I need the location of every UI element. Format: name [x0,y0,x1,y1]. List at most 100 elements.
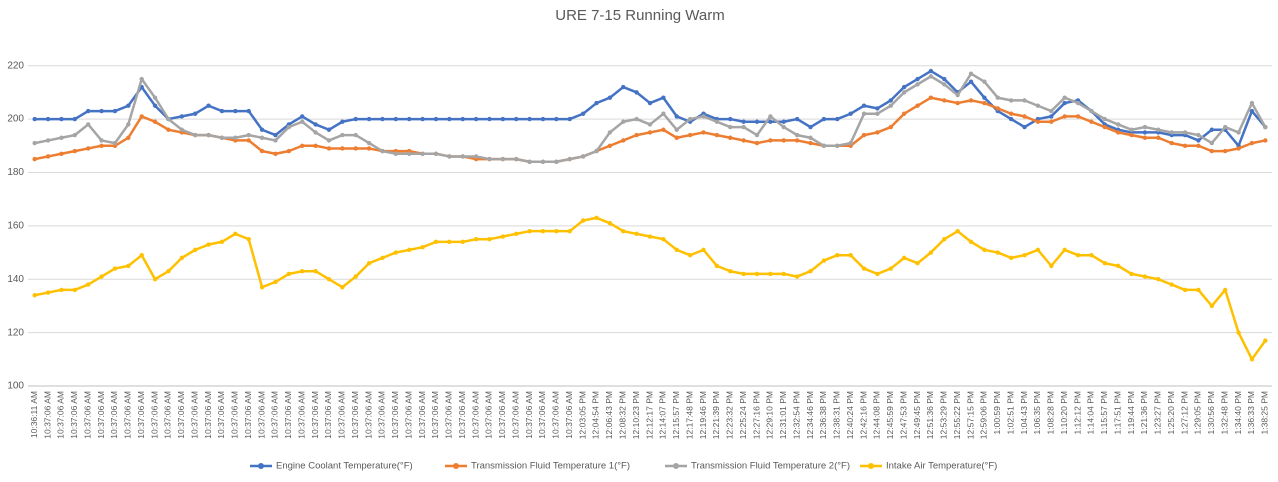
x-tick-label: 12:06:43 PM [604,391,614,439]
point-marker [99,143,104,148]
x-tick-label: 10:37:06 AM [270,391,280,439]
point-marker [594,100,599,106]
y-tick-label: 100 [7,381,24,392]
x-tick-label: 1:25:20 PM [1166,391,1176,434]
point-marker [59,135,64,140]
point-marker [674,247,679,253]
point-marker [166,269,171,274]
point-marker [514,231,519,237]
point-marker [875,106,880,111]
point-marker [714,132,720,138]
point-marker [1196,287,1201,293]
point-marker [1049,114,1054,119]
point-marker [126,263,131,269]
point-marker [193,247,198,253]
x-tick-label: 10:37:06 AM [350,391,360,439]
point-marker [85,108,91,114]
point-marker [942,236,947,242]
legend-item: Transmission Fluid Temperature 2(°F) [665,461,850,472]
point-marker [1075,253,1081,258]
point-marker [661,111,666,116]
point-marker [888,103,893,108]
point-marker [554,159,559,164]
point-marker [166,127,171,132]
point-marker [326,127,332,132]
point-marker [433,151,439,156]
point-marker [1075,100,1081,106]
x-tick-label: 1:23:27 PM [1153,391,1163,434]
point-marker [1089,253,1094,258]
point-marker [674,135,679,140]
legend-label: Transmission Fluid Temperature 2(°F) [691,461,850,472]
point-marker [1169,282,1174,287]
point-marker [634,90,639,95]
point-marker [1236,330,1241,335]
x-tick-label: 1:06:35 PM [1032,391,1042,434]
x-tick-label: 12:53:29 PM [939,391,949,439]
x-tick-label: 12:04:54 PM [591,391,601,439]
point-marker [955,228,960,234]
point-marker [1129,271,1134,277]
point-marker [193,111,198,116]
point-marker [473,116,479,122]
x-tick-label: 10:37:06 AM [337,391,347,439]
x-tick-label: 1:27:12 PM [1179,391,1189,434]
point-marker [554,116,559,122]
point-marker [968,98,974,103]
legend-marker [258,463,264,469]
point-marker [246,138,251,143]
point-marker [286,124,292,130]
point-marker [754,271,760,277]
point-marker [473,236,479,242]
point-marker [393,250,399,255]
x-tick-label: 10:37:06 AM [176,391,186,439]
point-marker [821,116,827,122]
point-marker [219,108,225,114]
point-marker [1102,124,1107,130]
legend-label: Intake Air Temperature(°F) [886,461,997,472]
x-tick-label: 1:29:05 PM [1193,391,1203,434]
legend-label: Engine Coolant Temperature(°F) [276,461,413,472]
point-marker [861,266,867,271]
point-marker [300,114,305,119]
point-marker [754,140,760,146]
point-marker [888,266,893,271]
point-marker [714,263,720,269]
x-tick-label: 10:37:06 AM [390,391,400,439]
point-marker [1222,148,1228,154]
x-tick-label: 1:38:25 PM [1260,391,1270,434]
point-marker [567,156,572,162]
point-marker [112,140,118,146]
point-marker [380,255,385,261]
point-marker [794,274,800,279]
point-marker [1156,135,1161,140]
point-marker [166,116,171,122]
point-marker [219,135,225,140]
x-tick-label: 10:37:06 AM [377,391,387,439]
x-tick-label: 10:37:06 AM [484,391,494,439]
x-tick-label: 12:03:05 PM [577,391,587,439]
point-marker [661,95,666,100]
x-tick-label: 12:40:24 PM [845,391,855,439]
point-marker [85,122,91,127]
x-tick-label: 1:00:59 PM [992,391,1002,434]
point-marker [286,148,292,154]
point-marker [420,116,425,122]
y-tick-label: 220 [7,60,24,71]
point-marker [233,231,238,237]
point-marker [32,116,37,122]
point-marker [1062,100,1067,106]
point-marker [942,98,947,103]
point-marker [901,90,907,95]
x-tick-label: 12:42:16 PM [858,391,868,439]
x-tick-label: 12:51:36 PM [925,391,935,439]
point-marker [460,154,465,159]
x-tick-label: 12:21:39 PM [711,391,721,439]
x-tick-label: 1:04:43 PM [1019,391,1029,434]
point-marker [340,119,345,124]
point-marker [928,95,934,100]
point-marker [514,116,519,122]
point-marker [915,103,920,108]
point-marker [59,116,64,122]
point-marker [621,84,626,90]
